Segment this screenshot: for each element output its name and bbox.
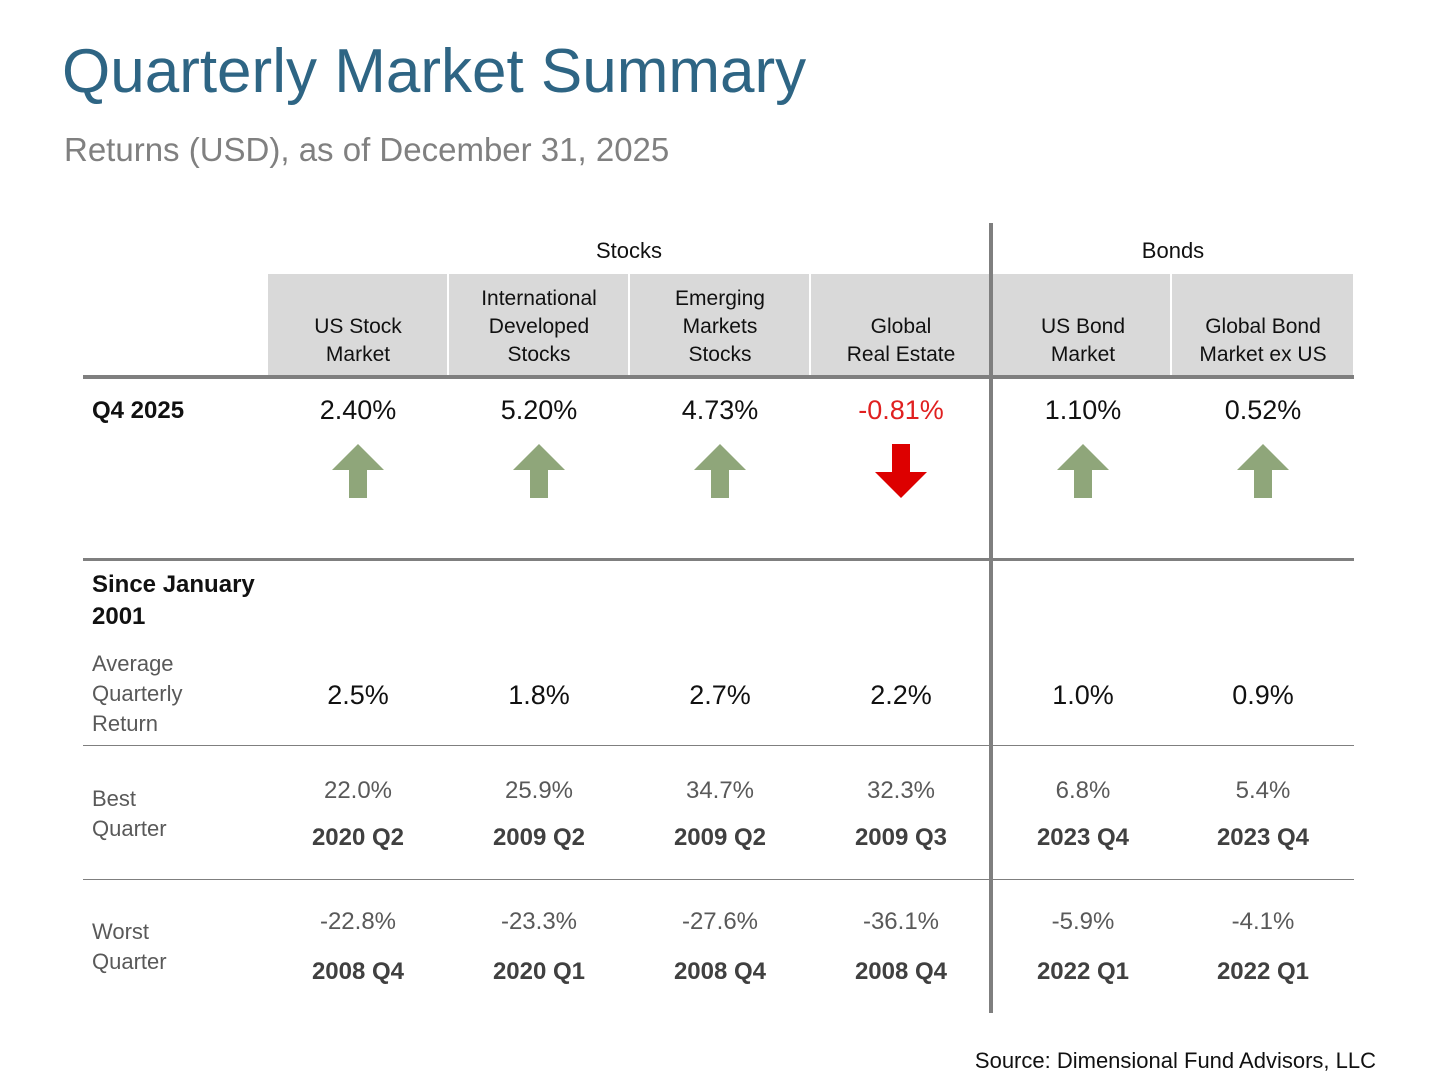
worst-quarter-us-bond: 2022 Q1 (1036, 958, 1130, 985)
up-arrow-icon (268, 442, 448, 502)
avg-return-us-stock: 2.5% (327, 680, 389, 710)
avg-quarterly-label: Average Quarterly Return (92, 651, 183, 736)
up-arrow-icon (993, 442, 1173, 502)
q4-return-real-estate: -0.81% (858, 395, 944, 425)
worst-quarter-intl-developed: 2020 Q1 (492, 958, 586, 985)
worst-return-intl-developed: -23.3% (500, 908, 578, 935)
column-divider (628, 274, 630, 375)
best-return-real-estate: 32.3% (866, 777, 936, 804)
worst-return-real-estate: -36.1% (862, 908, 940, 935)
group-header-stocks: Stocks (595, 238, 663, 263)
up-arrow-icon (630, 442, 810, 502)
best-return-emerging: 34.7% (685, 777, 755, 804)
column-header-us-stock: US Stock Market (314, 315, 402, 366)
row-rule (83, 879, 1354, 880)
q4-return-emerging: 4.73% (681, 395, 759, 425)
column-divider (1170, 274, 1172, 375)
section-rule (83, 558, 1354, 561)
column-header-real-estate: Global Real Estate (846, 315, 956, 366)
column-header-intl-developed: International Developed Stocks (481, 287, 597, 366)
best-return-us-bond: 6.8% (1055, 777, 1111, 804)
source-note: Source: Dimensional Fund Advisors, LLC (974, 1048, 1376, 1073)
column-header-us-bond: US Bond Market (1040, 315, 1126, 366)
stocks-bonds-divider (989, 223, 993, 1013)
down-arrow-icon (811, 442, 991, 502)
q4-return-global-bond: 0.52% (1224, 395, 1302, 425)
worst-quarter-global-bond: 2022 Q1 (1216, 958, 1310, 985)
column-divider (809, 274, 811, 375)
column-divider (447, 274, 449, 375)
column-header-global-bond: Global Bond Market ex US (1199, 315, 1327, 366)
worst-return-us-bond: -5.9% (1051, 908, 1115, 935)
page-title: Quarterly Market Summary (62, 37, 807, 106)
worst-return-global-bond: -4.1% (1231, 908, 1295, 935)
worst-quarter-label: Worst Quarter (92, 919, 167, 974)
best-return-us-stock: 22.0% (323, 777, 393, 804)
page-subtitle: Returns (USD), as of December 31, 2025 (64, 131, 670, 168)
avg-return-us-bond: 1.0% (1052, 680, 1114, 710)
group-header-bonds: Bonds (1141, 238, 1205, 263)
best-return-global-bond: 5.4% (1235, 777, 1291, 804)
worst-quarter-real-estate: 2008 Q4 (854, 958, 948, 985)
avg-return-global-bond: 0.9% (1232, 680, 1294, 710)
row-rule (83, 745, 1354, 746)
avg-return-emerging: 2.7% (689, 680, 751, 710)
q4-row-label: Q4 2025 (92, 397, 185, 424)
q4-return-us-stock: 2.40% (319, 395, 397, 425)
q4-return-intl-developed: 5.20% (500, 395, 578, 425)
best-quarter-intl-developed: 2009 Q2 (492, 824, 586, 851)
since-section-label: Since January 2001 (92, 571, 255, 630)
worst-return-emerging: -27.6% (681, 908, 759, 935)
up-arrow-icon (1173, 442, 1353, 502)
worst-return-us-stock: -22.8% (319, 908, 397, 935)
worst-quarter-us-stock: 2008 Q4 (311, 958, 405, 985)
best-quarter-us-bond: 2023 Q4 (1036, 824, 1130, 851)
avg-return-real-estate: 2.2% (870, 680, 932, 710)
best-return-intl-developed: 25.9% (504, 777, 574, 804)
bonds-header-band (993, 274, 1353, 375)
best-quarter-global-bond: 2023 Q4 (1216, 824, 1310, 851)
up-arrow-icon (449, 442, 629, 502)
header-rule (83, 375, 1354, 379)
best-quarter-label: Best Quarter (92, 786, 167, 841)
column-header-emerging: Emerging Markets Stocks (675, 287, 765, 366)
worst-quarter-emerging: 2008 Q4 (673, 958, 767, 985)
best-quarter-real-estate: 2009 Q3 (854, 824, 948, 851)
avg-return-intl-developed: 1.8% (508, 680, 570, 710)
q4-return-us-bond: 1.10% (1044, 395, 1122, 425)
best-quarter-emerging: 2009 Q2 (673, 824, 767, 851)
best-quarter-us-stock: 2020 Q2 (311, 824, 405, 851)
